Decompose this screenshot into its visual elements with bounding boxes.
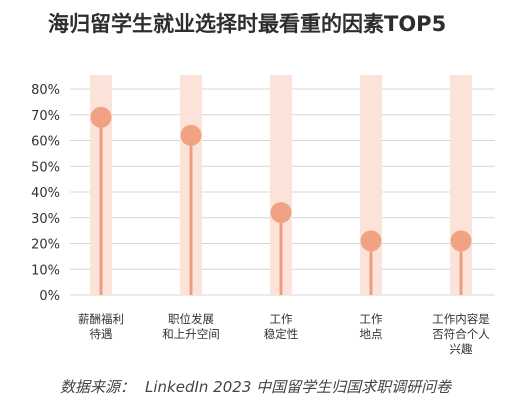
lollipop-marker: [180, 124, 202, 146]
lollipop-markers: [90, 106, 472, 252]
y-tick-label: 70%: [31, 109, 60, 124]
y-tick-label: 80%: [31, 83, 60, 98]
data-source-note: 数据来源： LinkedIn 2023 中国留学生归国求职调研问卷: [60, 376, 451, 397]
y-axis-ticks: 0% 10% 20% 30% 40% 50% 60% 70% 80%: [31, 83, 60, 304]
x-axis-label-line: 否符合个人: [432, 327, 490, 341]
source-value: LinkedIn 2023 中国留学生归国求职调研问卷: [145, 378, 452, 396]
y-tick-label: 10%: [31, 263, 60, 278]
category-band: [270, 75, 292, 295]
y-tick-label: 30%: [31, 212, 60, 227]
x-axis-label-line: 薪酬福利: [78, 312, 124, 326]
lollipop-marker: [450, 230, 472, 252]
x-axis-label: 工作稳定性: [264, 312, 299, 341]
source-label: 数据来源：: [60, 378, 136, 396]
x-axis-label-line: 工作: [270, 312, 293, 326]
x-axis-label-line: 工作内容是: [432, 312, 490, 326]
y-tick-label: 40%: [31, 186, 60, 201]
x-axis-label: 薪酬福利待遇: [78, 312, 124, 341]
x-axis-label-line: 待遇: [90, 327, 113, 341]
lollipop-marker: [90, 106, 112, 128]
x-axis-label-line: 地点: [360, 327, 383, 341]
y-tick-label: 20%: [31, 238, 60, 253]
lollipop-marker: [270, 202, 292, 224]
x-axis-label: 职位发展和上升空间: [162, 312, 220, 341]
y-tick-label: 50%: [31, 160, 60, 175]
x-axis-label-line: 和上升空间: [162, 327, 220, 341]
x-axis-label-line: 兴趣: [450, 342, 473, 356]
x-axis-label-line: 职位发展: [168, 312, 214, 326]
lollipop-marker: [360, 230, 382, 252]
chart-title: 海归留学生就业选择时最看重的因素TOP5: [48, 12, 447, 36]
x-axis-label-line: 工作: [360, 312, 383, 326]
x-axis-label: 工作内容是否符合个人兴趣: [432, 312, 490, 356]
y-tick-label: 0%: [39, 289, 60, 304]
y-tick-label: 60%: [31, 135, 60, 150]
x-axis-label: 工作地点: [360, 312, 383, 341]
x-axis-label-line: 稳定性: [264, 327, 299, 341]
